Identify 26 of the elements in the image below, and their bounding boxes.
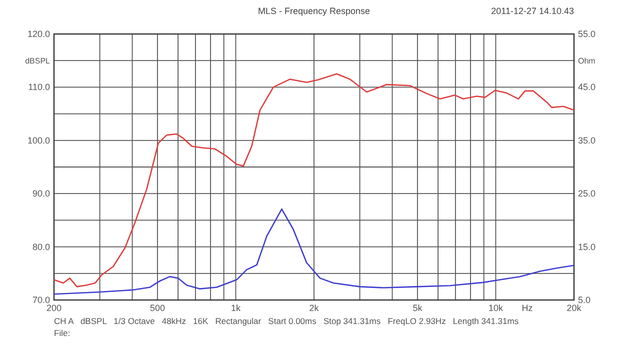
y-tick-label: 70.0: [32, 295, 50, 305]
text: CH A dBSPL 1/3 Octave 48kHz 16K Rectangular Start 0.00ms Stop 341.31ms FreqLO 2.93Hz Length 341.31ms: [54, 316, 519, 326]
y-tick-label: 90.0: [32, 188, 50, 199]
y2-axis-title: Ohm: [578, 56, 596, 66]
text: 2011-12-27 14.10.43: [491, 6, 574, 16]
x-tick-label: 500: [150, 303, 165, 313]
y-tick-label: 100.0: [27, 135, 50, 146]
y2-tick-label: 25.0: [578, 188, 596, 199]
y2-tick-label: 15.0: [578, 242, 596, 252]
x-tick-label: 2k: [309, 303, 320, 313]
x-tick-label: 10k: [488, 303, 504, 313]
x-axis-title: Hz: [522, 303, 534, 313]
x-tick-label: 200: [46, 303, 62, 313]
y-tick-label: 110.0: [28, 82, 50, 92]
text: File:: [54, 328, 70, 338]
y-axis-title: dBSPL: [25, 56, 51, 66]
y-tick-label: 80.0: [32, 242, 50, 252]
y-tick-label: 120.0: [27, 29, 50, 39]
y2-tick-label: 45.0: [578, 82, 596, 92]
x-tick-label: 20k: [566, 303, 582, 313]
y2-tick-label: 55.0: [578, 29, 596, 39]
x-tick-label: 1k: [230, 303, 241, 313]
y2-tick-label: 35.0: [578, 135, 596, 146]
x-tick-label: 5k: [412, 303, 423, 313]
chart-title: MLS - Frequency Response: [258, 6, 370, 16]
y2-tick-label: 5.0: [578, 295, 591, 305]
